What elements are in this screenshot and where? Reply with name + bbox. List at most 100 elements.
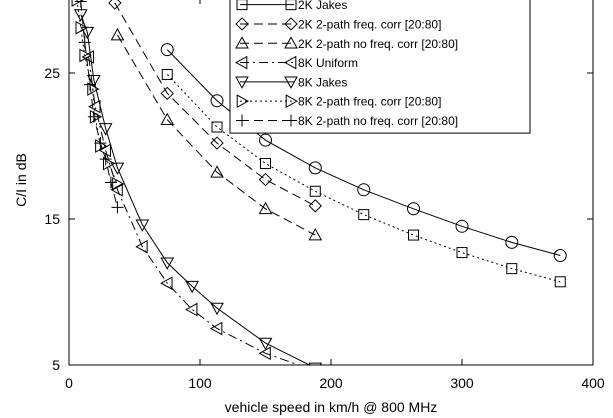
data-point-8k-uniform-5 [160,276,173,291]
data-point-8k-uniform-6 [185,302,198,317]
data-point-unlabeled-1-5 [408,229,420,241]
y-axis-title: C/I in dB [13,153,29,207]
legend-label: 2K Jakes [298,0,347,12]
series-line-2k-2-path-no-freq-corr-20-80 [117,34,316,236]
data-point-8k-jakes-7 [185,280,199,294]
data-point-unlabeled-1-8 [554,276,566,288]
legend-label: 2K 2-path no freq. corr [20:80] [298,37,458,51]
y-tick-label: 25 [44,65,60,81]
legend-marker-end [285,114,297,127]
data-point-8k-jakes-8 [210,302,224,316]
data-point-unlabeled-1-2 [260,158,271,170]
data-point-8k-2-path-freq-corr-20-80-0 [71,0,84,7]
x-tick-label: 400 [581,375,605,391]
series-2k-2-path-freq-corr-20-80 [108,0,322,213]
legend-marker-end [284,76,298,89]
series-8k-2-path-no-freq-corr-20-80 [74,0,124,214]
series-unlabeled-1 [161,68,566,288]
data-point-8k-jakes-4 [110,162,125,175]
data-point-unlabeled-1-1 [211,121,223,133]
legend-item-2k-2-path-freq-corr-20-80: 2K 2-path freq. corr [20:80] [235,17,441,31]
legend-marker-start [236,114,248,127]
data-point-unlabeled-0-8 [553,249,567,262]
legend-item-2k-jakes: 2K Jakes [236,0,347,12]
legend-box [229,0,531,134]
x-axis-title: vehicle speed in km/h @ 800 MHz [225,399,438,415]
series-line-2k-2-path-freq-corr-20-80 [114,2,316,207]
data-point-2k-2-path-freq-corr-20-80-1 [160,86,174,101]
series-layer [71,0,567,365]
legend-label: 8K 2-path freq. corr [20:80] [298,95,441,109]
data-point-2k-2-path-no-freq-corr-20-80-4 [308,228,323,241]
data-point-2k-2-path-no-freq-corr-20-80-0 [110,28,125,41]
data-point-2k-2-path-freq-corr-20-80-2 [210,136,224,150]
data-point-8k-uniform-7 [210,321,223,336]
legend-marker-start [236,0,248,11]
legend-marker-end [283,55,297,70]
data-point-8k-uniform-2 [98,143,111,158]
data-point-8k-2-path-no-freq-corr-20-80-5 [99,153,112,166]
data-point-8k-jakes-10 [308,362,323,365]
legend-marker-end [285,94,299,108]
data-point-8k-2-path-no-freq-corr-20-80-0 [74,0,87,8]
data-point-8k-jakes-2 [87,75,101,88]
x-tick-label: 0 [65,375,73,391]
legend-marker-start [235,17,249,31]
data-point-8k-2-path-no-freq-corr-20-80-2 [83,78,96,91]
x-tick-label: 100 [188,375,212,391]
data-point-8k-2-path-freq-corr-20-80-3 [87,82,100,96]
series-line-8k-uniform [88,56,301,365]
data-point-unlabeled-0-2 [259,133,272,147]
legend-marker-end [284,36,298,49]
data-point-8k-2-path-no-freq-corr-20-80-1 [78,36,91,49]
legend-label: 8K Jakes [298,75,347,89]
series-line-8k-jakes [80,14,311,365]
data-point-unlabeled-0-0 [160,43,174,57]
series-line-8k-2-path-no-freq-corr-20-80 [80,1,118,208]
data-point-8k-2-path-no-freq-corr-20-80-4 [94,137,107,150]
data-point-8k-2-path-no-freq-corr-20-80-3 [87,110,100,123]
legend-marker-start [236,94,250,108]
data-point-2k-2-path-no-freq-corr-20-80-2 [210,165,224,178]
data-point-8k-2-path-no-freq-corr-20-80-7 [111,201,124,214]
legend-item-2k-2-path-no-freq-corr-20-80: 2K 2-path no freq. corr [20:80] [235,36,458,51]
data-point-8k-jakes-0 [73,9,88,22]
axis-layer: 0 100 200 300 400 5 15 25 [44,0,605,391]
data-point-2k-2-path-freq-corr-20-80-4 [308,199,322,213]
data-point-unlabeled-0-6 [455,219,469,233]
data-point-unlabeled-0-3 [308,161,322,175]
data-point-unlabeled-0-7 [505,235,519,249]
y-tick-label: 15 [44,211,60,227]
data-point-8k-jakes-1 [80,26,95,40]
legend-label: 8K Uniform [298,56,358,70]
legend: 2K Jakes 2K 2-path freq. corr [20:80] 2K 2… [229,0,531,134]
data-point-unlabeled-1-6 [456,247,468,259]
legend-marker-start [235,36,249,49]
legend-marker-end [284,17,298,31]
legend-label: 8K 2-path no freq. corr [20:80] [298,114,458,128]
data-point-8k-2-path-freq-corr-20-80-6 [103,156,116,171]
legend-item-8k-uniform: 8K Uniform [234,55,358,70]
legend-item-8k-jakes: 8K Jakes [235,75,347,89]
data-point-unlabeled-1-7 [506,263,518,275]
data-point-8k-jakes-6 [160,257,175,270]
series-8k-jakes [73,9,323,365]
y-tick-label: 5 [52,357,60,373]
data-point-8k-jakes-5 [135,219,150,232]
data-point-8k-uniform-8 [258,346,271,361]
legend-item-8k-2-path-freq-corr-20-80: 8K 2-path freq. corr [20:80] [236,94,441,109]
data-point-2k-2-path-no-freq-corr-20-80-1 [160,112,175,126]
series-2k-2-path-no-freq-corr-20-80 [110,28,323,241]
data-point-unlabeled-0-4 [357,183,371,197]
data-point-8k-uniform-3 [110,182,123,197]
data-point-unlabeled-1-4 [358,209,370,221]
data-point-8k-jakes-3 [98,123,113,136]
data-point-8k-2-path-freq-corr-20-80-2 [79,48,92,63]
data-point-unlabeled-1-3 [309,185,321,197]
legend-item-8k-2-path-no-freq-corr-20-80: 8K 2-path no freq. corr [20:80] [236,114,458,128]
data-point-8k-2-path-no-freq-corr-20-80-6 [104,176,117,189]
data-point-unlabeled-1-0 [161,68,173,80]
data-point-unlabeled-0-5 [407,202,421,216]
data-point-8k-2-path-freq-corr-20-80-7 [112,177,125,191]
